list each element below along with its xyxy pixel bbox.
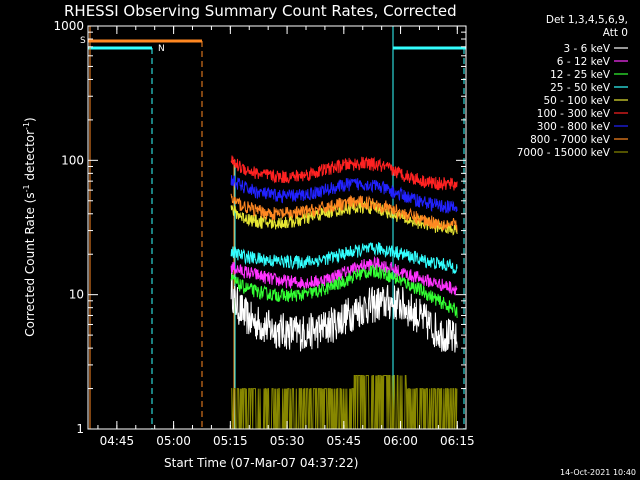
series-3-6-kev [230, 271, 458, 353]
x-tick-label-05:15: 05:15 [213, 434, 248, 448]
series-100-300-kev [230, 155, 458, 191]
legend-label-25-50-kev: 25 - 50 keV [550, 82, 611, 94]
x-tick-label-06:15: 06:15 [440, 434, 475, 448]
x-tick-label-06:00: 06:00 [383, 434, 418, 448]
x-tick-label-05:00: 05:00 [156, 434, 191, 448]
series-800-7000-kev [230, 193, 458, 232]
plot-frame [87, 25, 467, 430]
x-tick-label-04:45: 04:45 [100, 434, 135, 448]
legend-header-line-2: Att 0 [603, 27, 628, 39]
series-6-12-kev [230, 255, 458, 296]
y-tick-label-100: 100 [61, 153, 84, 167]
flag-s-label: S [80, 36, 86, 46]
timestamp-label: 14-Oct-2021 10:40 [560, 468, 636, 477]
y-tick-label-1: 1 [76, 422, 84, 436]
y-axis-label: Corrected Count Rate (s-1 detector-1) [22, 117, 37, 336]
x-tick-label-05:45: 05:45 [327, 434, 362, 448]
x-tick-label-05:30: 05:30 [270, 434, 305, 448]
series-50-100-kev [230, 200, 458, 236]
legend-label-100-300-kev: 100 - 300 keV [537, 108, 611, 120]
series-300-800-kev [230, 175, 458, 214]
series-12-25-kev [230, 264, 458, 319]
legend-header-line-1: Det 1,3,4,5,6,9, [546, 14, 628, 26]
y-tick-label-1000: 1000 [53, 19, 84, 33]
x-axis-label: Start Time (07-Mar-07 04:37:22) [164, 456, 358, 470]
plot-area: S N 1 10 100 1000 04:45 05:00 05:15 05:30 05:45 06:… [53, 19, 474, 448]
series-25-50-kev [230, 242, 458, 275]
legend-label-300-800-kev: 300 - 800 keV [537, 121, 611, 133]
legend-label-12-25-kev: 12 - 25 keV [550, 69, 611, 81]
y-tick-label-10: 10 [69, 288, 84, 302]
legend-label-3-6-kev: 3 - 6 keV [563, 43, 610, 55]
legend-label-800-7000-kev: 800 - 7000 keV [530, 134, 611, 146]
flag-n-label: N [158, 44, 165, 54]
legend-label-50-100-kev: 50 - 100 keV [543, 95, 610, 107]
legend-label-6-12-kev: 6 - 12 keV [557, 56, 611, 68]
legend-label-7000-15000-kev: 7000 - 15000 keV [517, 147, 611, 159]
chart-title: RHESSI Observing Summary Count Rates, Co… [64, 2, 457, 20]
